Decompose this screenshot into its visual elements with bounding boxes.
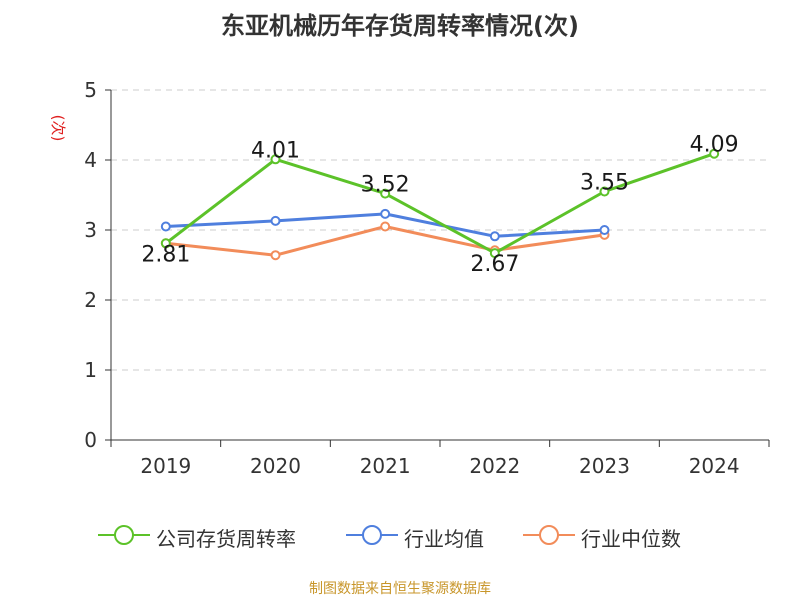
legend-label-company: 公司存货周转率 (156, 527, 296, 551)
source-note: 制图数据来自恒生聚源数据库 (309, 581, 491, 597)
x-tick-label: 2019 (140, 454, 191, 478)
data-point-0[interactable] (380, 188, 391, 199)
chart-title: 东亚机械历年存货周转率情况(次) (221, 12, 579, 40)
data-label: 3.55 (580, 171, 629, 196)
data-point-0[interactable] (599, 186, 610, 197)
x-tick-label: 2022 (469, 454, 520, 478)
data-label: 2.81 (141, 242, 190, 267)
data-point-0[interactable] (160, 238, 171, 249)
series-line-0 (164, 152, 715, 255)
data-point-2[interactable] (270, 250, 281, 261)
legend-marker-industry-median (523, 525, 575, 545)
legend-marker-company (98, 525, 150, 545)
legend-label-industry-mean: 行业均值 (404, 527, 484, 551)
data-label: 4.09 (690, 133, 739, 158)
y-tick-label: 2 (84, 288, 97, 312)
y-tick-label: 1 (84, 358, 97, 382)
y-tick-label: 0 (84, 428, 97, 452)
data-point-0[interactable] (709, 148, 720, 159)
data-point-1[interactable] (599, 225, 610, 235)
y-tick-label: 4 (84, 148, 97, 172)
data-label: 3.52 (361, 173, 410, 198)
legend-marker-industry-mean (346, 525, 398, 545)
y-tick-label: 3 (84, 218, 97, 242)
data-label: 2.67 (470, 252, 519, 277)
data-point-0[interactable] (270, 154, 281, 165)
data-label: 4.01 (251, 138, 300, 163)
data-point-1[interactable] (489, 231, 500, 242)
data-point-1[interactable] (160, 221, 171, 232)
data-point-1[interactable] (380, 208, 391, 219)
data-point-0[interactable] (489, 248, 500, 259)
x-tick-label: 2024 (689, 454, 740, 478)
x-tick-label: 2020 (250, 454, 301, 478)
data-point-1[interactable] (270, 215, 281, 226)
data-point-2[interactable] (380, 221, 391, 232)
x-tick-label: 2023 (579, 454, 630, 478)
y-axis-title: (次) (49, 115, 67, 142)
x-tick-label: 2021 (360, 454, 411, 478)
y-tick-label: 5 (84, 78, 97, 102)
legend-label-industry-median: 行业中位数 (581, 527, 681, 551)
